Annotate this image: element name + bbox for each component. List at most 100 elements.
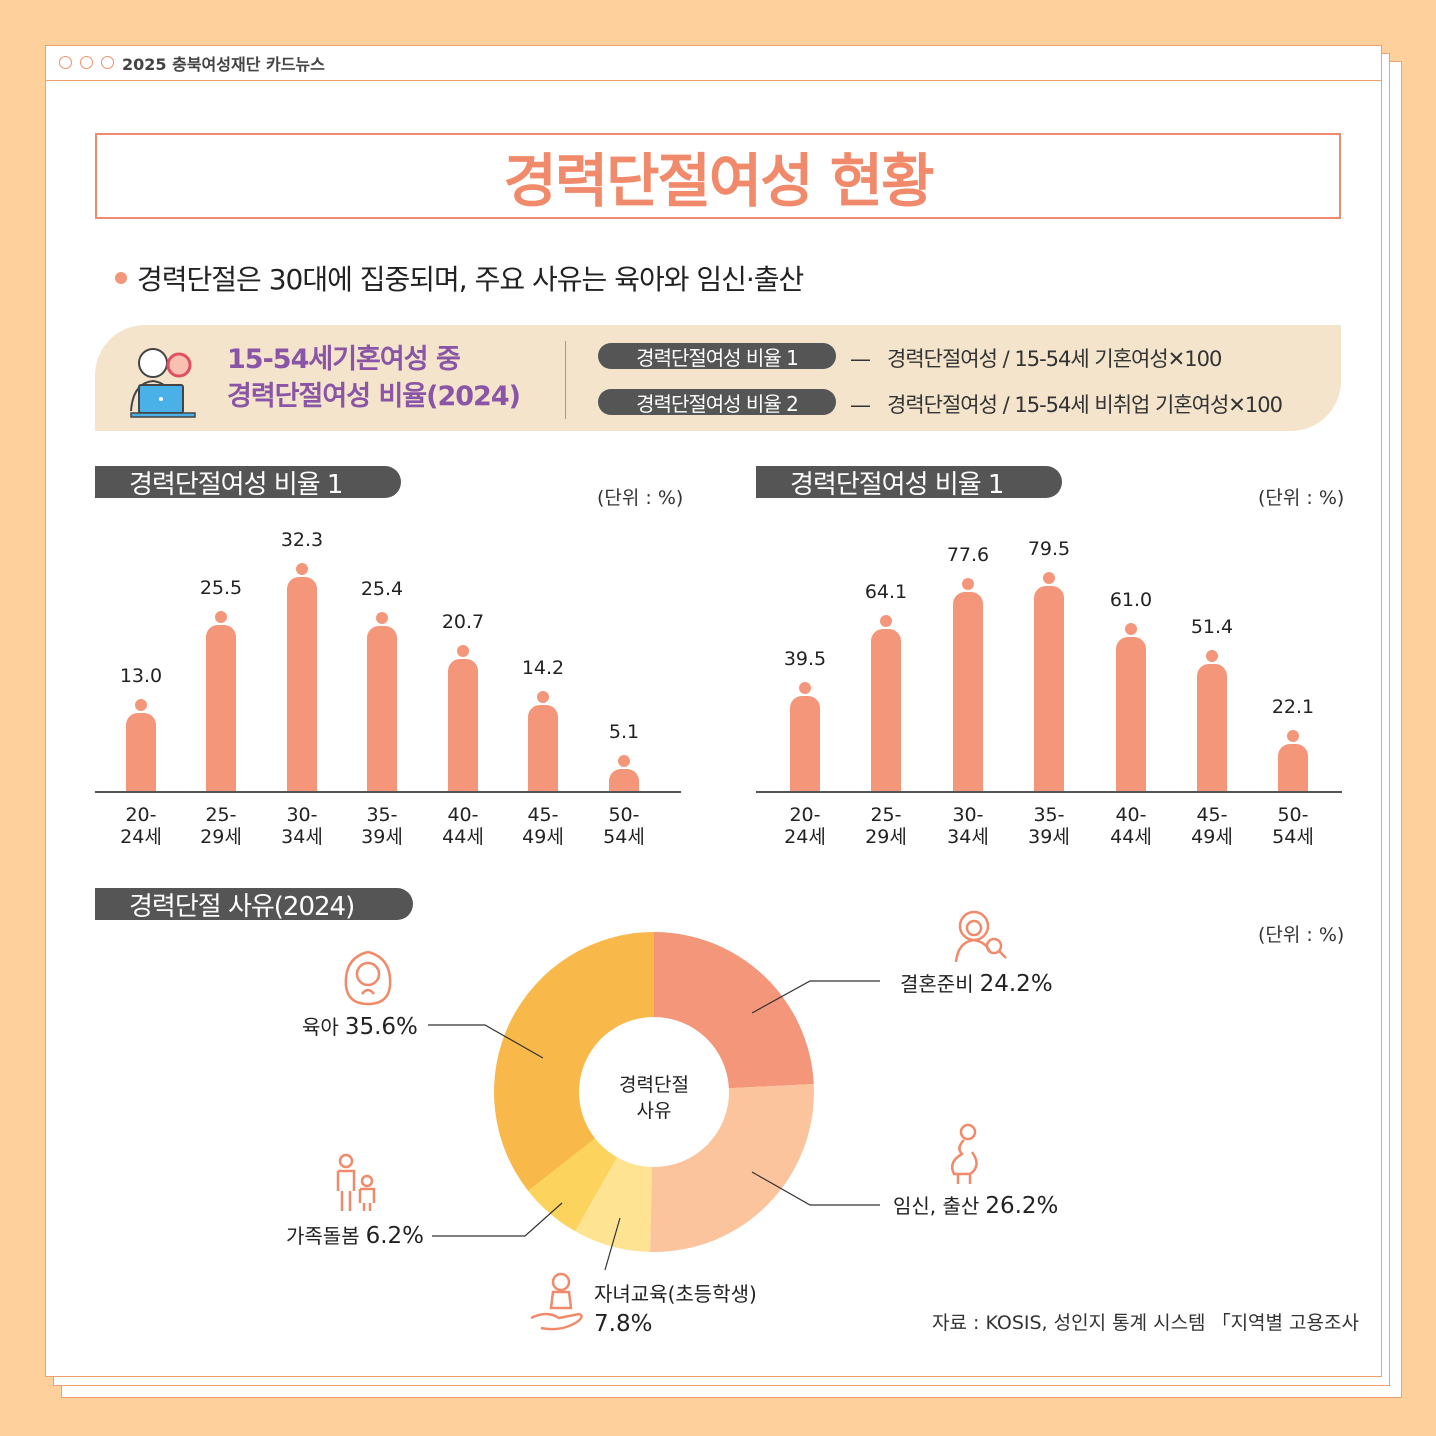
bar <box>126 713 156 791</box>
label-marriage: 결혼준비 24.2% <box>900 968 1053 997</box>
chart2-unit: (단위 : %) <box>1258 487 1345 509</box>
bar <box>1116 637 1146 791</box>
info-title-line1: 15-54세기혼여성 중 <box>227 344 461 375</box>
chart2-title: 경력단절여성 비율 1 <box>756 466 1062 500</box>
pie-slice <box>494 932 654 1191</box>
bar <box>206 624 236 791</box>
center-line2: 사유 <box>636 1100 672 1122</box>
chart3-unit: (단위 : %) <box>1258 924 1345 946</box>
chart3-title: 경력단절 사유(2024) <box>95 888 413 922</box>
data-label: 64.1 <box>864 580 908 603</box>
bar <box>871 628 901 791</box>
bar-head-dot <box>1287 730 1299 743</box>
tick-line: 40- <box>1115 804 1147 826</box>
donut-center-label: 경력단절 사유 <box>594 1072 714 1124</box>
leader-line <box>432 1202 563 1237</box>
bar <box>287 576 317 791</box>
bar-head-dot <box>457 644 469 657</box>
tick-line: 20- <box>125 804 157 826</box>
tick-line: 49세 <box>522 826 564 848</box>
child-hand-icon <box>530 1272 583 1331</box>
tick-line: 24세 <box>120 826 162 848</box>
slice-label: 결혼준비 <box>900 972 974 996</box>
leader-line <box>604 1217 621 1271</box>
slice-label: 가족돌봄 <box>286 1224 360 1248</box>
baby-icon <box>344 950 392 1006</box>
window-titlebar: 2025 충북여성재단 카드뉴스 <box>45 45 1382 81</box>
x-tick-label: 35- 39세 <box>352 804 412 848</box>
slice-label: 육아 <box>302 1015 339 1039</box>
label-family-care: 가족돌봄 6.2% <box>286 1220 424 1249</box>
x-tick-label: 30- 34세 <box>938 804 998 848</box>
tick-line: 29세 <box>865 826 907 848</box>
data-label: 79.5 <box>1027 538 1071 561</box>
summary-text: 경력단절은 30대에 집중되며, 주요 사유는 육아와 임신·출산 <box>137 263 804 296</box>
data-label: 5.1 <box>608 720 640 743</box>
pregnant-icon <box>951 1123 978 1184</box>
tick-line: 45- <box>1196 804 1228 826</box>
family-icon <box>336 1153 376 1211</box>
def-formula-1: — 경력단절여성 / 15-54세 기혼여성✕100 <box>850 347 1222 371</box>
x-tick-label: 35- 39세 <box>1019 804 1079 848</box>
chart1-title: 경력단절여성 비율 1 <box>95 466 401 500</box>
women-laptop-icon <box>130 348 196 418</box>
tick-line: 49세 <box>1191 826 1233 848</box>
slice-value: 24.2% <box>979 971 1053 997</box>
chart2-axis <box>756 791 1342 793</box>
bar-head-dot <box>618 754 630 767</box>
tick-line: 54세 <box>1272 826 1314 848</box>
circle-icon <box>101 56 114 69</box>
data-label: 25.4 <box>360 577 404 600</box>
tick-line: 34세 <box>281 826 323 848</box>
tick-line: 29세 <box>200 826 242 848</box>
page-title: 경력단절여성 현황 <box>95 133 1341 219</box>
bride-icon <box>954 910 1007 963</box>
x-tick-label: 45- 49세 <box>513 804 573 848</box>
x-tick-label: 25- 29세 <box>856 804 916 848</box>
tick-line: 50- <box>1277 804 1309 826</box>
bar-head-dot <box>1043 572 1055 585</box>
data-label: 25.5 <box>199 576 243 599</box>
data-label: 14.2 <box>521 656 565 679</box>
info-band: 15-54세기혼여성 중 경력단절여성 비율(2024) 경력단절여성 비율 1 … <box>95 325 1341 431</box>
label-pregnancy: 임신, 출산 26.2% <box>893 1190 1058 1219</box>
data-label: 20.7 <box>441 610 485 633</box>
bar <box>1197 663 1227 791</box>
pie-slice <box>575 1157 653 1252</box>
bar <box>1034 586 1064 791</box>
slice-label: 자녀교육(초등학생) <box>594 1282 757 1306</box>
x-tick-label: 50- 54세 <box>1263 804 1323 848</box>
bar <box>528 704 558 791</box>
bar-head-dot <box>537 690 549 703</box>
leader-line <box>751 980 880 1014</box>
pie-slice <box>654 932 814 1089</box>
pie-slice <box>649 1083 814 1252</box>
x-tick-label: 45- 49세 <box>1182 804 1242 848</box>
bar-head-dot <box>376 611 388 624</box>
slice-value: 35.6% <box>344 1014 418 1040</box>
summary: 경력단절은 30대에 집중되며, 주요 사유는 육아와 임신·출산 <box>115 258 804 298</box>
source-note: 자료 : KOSIS, 성인지 통계 시스템 「지역별 고용조사 <box>932 1312 1359 1334</box>
leader-line <box>751 1171 880 1206</box>
bar-head-dot <box>296 562 308 575</box>
data-label: 51.4 <box>1190 615 1234 638</box>
header-title: 2025 충북여성재단 카드뉴스 <box>122 54 325 74</box>
label-education: 자녀교육(초등학생) 7.8% <box>594 1279 757 1339</box>
tick-line: 50- <box>608 804 640 826</box>
info-title-line2: 경력단절여성 비율(2024) <box>227 381 521 412</box>
bar-head-dot <box>1206 649 1218 662</box>
bullet-icon <box>115 272 127 284</box>
pie-slice <box>528 1138 618 1232</box>
slice-value: 26.2% <box>985 1193 1059 1219</box>
formula-text: 경력단절여성 / 15-54세 비취업 기혼여성✕100 <box>887 393 1283 417</box>
tick-line: 35- <box>1033 804 1065 826</box>
tick-line: 20- <box>789 804 821 826</box>
bar <box>953 591 983 791</box>
bar <box>448 658 478 791</box>
formula-text: 경력단절여성 / 15-54세 기혼여성✕100 <box>887 347 1222 371</box>
tick-line: 40- <box>447 804 479 826</box>
data-label: 13.0 <box>119 665 163 688</box>
x-tick-label: 25- 29세 <box>191 804 251 848</box>
tick-line: 30- <box>952 804 984 826</box>
